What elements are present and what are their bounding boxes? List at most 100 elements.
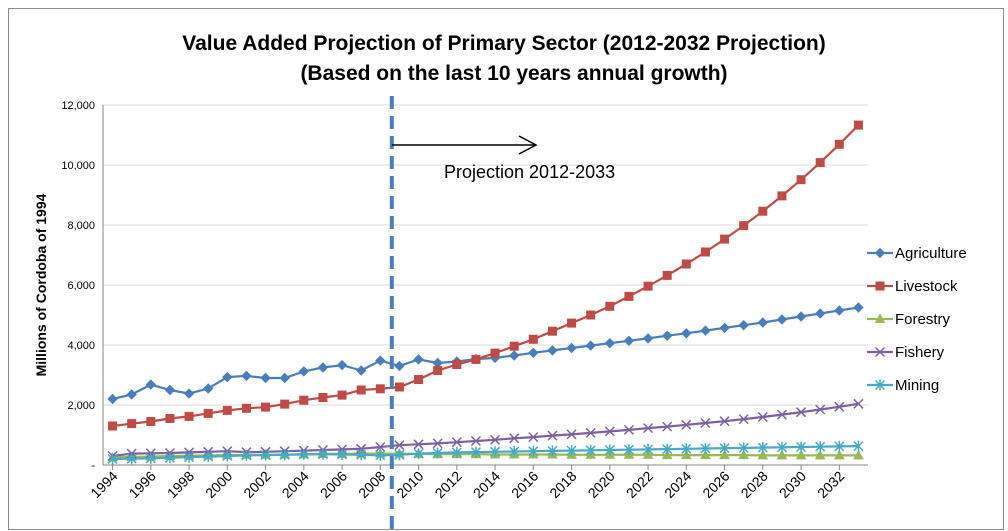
series-line-fishery xyxy=(112,402,859,458)
data-point-fishery xyxy=(623,424,634,435)
data-point-agriculture xyxy=(126,389,137,400)
data-point-livestock xyxy=(853,120,863,130)
data-point-mining xyxy=(184,451,195,463)
data-point-agriculture xyxy=(413,354,424,365)
data-point-mining xyxy=(241,449,252,461)
data-point-mining xyxy=(547,445,558,457)
series-livestock xyxy=(108,120,863,431)
data-point-agriculture xyxy=(700,325,711,336)
data-point-fishery xyxy=(604,426,615,437)
data-point-agriculture xyxy=(604,337,616,349)
data-point-agriculture xyxy=(355,365,367,376)
data-point-livestock xyxy=(471,354,481,364)
data-point-agriculture xyxy=(107,393,118,405)
data-point-mining xyxy=(796,441,807,453)
legend-marker-mining xyxy=(874,379,886,391)
x-tick-label: 1996 xyxy=(126,468,159,501)
data-point-mining xyxy=(145,452,156,464)
data-point-mining xyxy=(356,449,367,461)
data-point-agriculture xyxy=(317,362,329,373)
data-point-mining xyxy=(490,446,501,458)
data-point-fishery xyxy=(547,430,558,441)
data-point-agriculture xyxy=(757,317,769,328)
data-point-agriculture xyxy=(183,388,195,399)
data-point-fishery xyxy=(643,423,654,434)
data-point-agriculture xyxy=(834,305,845,316)
series-line-agriculture xyxy=(112,306,859,401)
data-point-fishery xyxy=(834,401,845,412)
x-tick-label: 2000 xyxy=(202,468,235,501)
data-point-agriculture xyxy=(508,350,520,361)
data-point-agriculture xyxy=(202,383,214,394)
data-point-agriculture xyxy=(681,328,692,339)
data-point-mining xyxy=(834,440,845,452)
data-point-livestock xyxy=(834,139,844,149)
data-point-livestock xyxy=(356,385,366,395)
data-point-agriculture xyxy=(164,384,176,396)
data-point-agriculture xyxy=(375,355,386,366)
x-tick-label: 2016 xyxy=(508,468,541,501)
chart-frame xyxy=(8,8,1004,530)
y-tick-label: 6,000 xyxy=(67,280,95,292)
data-point-fishery xyxy=(662,421,673,432)
x-tick-label: 2008 xyxy=(355,468,388,501)
data-point-livestock xyxy=(643,281,653,291)
data-point-livestock xyxy=(681,259,691,269)
data-point-agriculture xyxy=(222,371,233,383)
data-point-fishery xyxy=(528,432,539,443)
data-point-fishery xyxy=(509,433,520,444)
data-point-mining xyxy=(279,449,290,461)
data-point-livestock xyxy=(108,421,118,431)
x-tick-label: 2010 xyxy=(393,468,426,501)
data-point-mining xyxy=(757,442,768,454)
data-point-fishery xyxy=(566,429,577,440)
data-point-livestock xyxy=(127,419,137,429)
data-point-forestry xyxy=(738,449,750,460)
data-point-fishery xyxy=(700,417,711,429)
data-point-fishery xyxy=(853,398,864,409)
data-point-agriculture xyxy=(776,314,788,325)
data-point-livestock xyxy=(452,360,462,369)
data-point-fishery xyxy=(815,404,826,415)
data-point-agriculture xyxy=(336,359,348,371)
data-point-livestock xyxy=(586,310,596,320)
data-point-livestock xyxy=(318,393,328,402)
data-point-livestock xyxy=(815,158,825,168)
data-point-mining xyxy=(107,453,118,465)
series-line-mining xyxy=(112,445,859,461)
data-point-livestock xyxy=(146,417,156,426)
legend-label-fishery: Fishery xyxy=(895,344,945,361)
data-point-mining xyxy=(470,446,481,458)
data-point-agriculture xyxy=(853,302,864,313)
data-point-agriculture xyxy=(642,333,654,344)
y-tick-label: 2,000 xyxy=(67,400,95,412)
data-point-forestry xyxy=(795,449,807,460)
data-point-livestock xyxy=(720,234,730,244)
data-point-fishery xyxy=(776,409,787,420)
data-point-mining xyxy=(394,449,405,461)
data-point-mining xyxy=(317,448,328,460)
series-mining xyxy=(107,440,864,465)
legend-marker-livestock xyxy=(875,281,885,291)
data-point-fishery xyxy=(796,407,807,418)
data-point-mining xyxy=(203,451,214,463)
y-tick-label: 12,000 xyxy=(61,100,95,112)
data-point-mining xyxy=(738,442,749,454)
legend-marker-forestry xyxy=(874,313,886,323)
x-tick-label: 2026 xyxy=(699,468,732,501)
y-tick-label: 10,000 xyxy=(61,160,95,172)
series-fishery xyxy=(107,398,864,462)
data-point-mining xyxy=(585,444,596,456)
x-tick-label: 2004 xyxy=(279,468,312,501)
data-point-livestock xyxy=(509,341,519,351)
data-point-forestry xyxy=(833,449,845,460)
data-point-livestock xyxy=(222,405,232,415)
data-point-forestry xyxy=(719,449,730,460)
data-point-mining xyxy=(222,450,233,462)
data-point-livestock xyxy=(414,375,424,384)
x-tick-label: 2012 xyxy=(432,468,465,501)
data-point-livestock xyxy=(241,403,251,413)
data-point-fishery xyxy=(757,411,768,423)
x-tick-label: 2030 xyxy=(776,468,809,501)
